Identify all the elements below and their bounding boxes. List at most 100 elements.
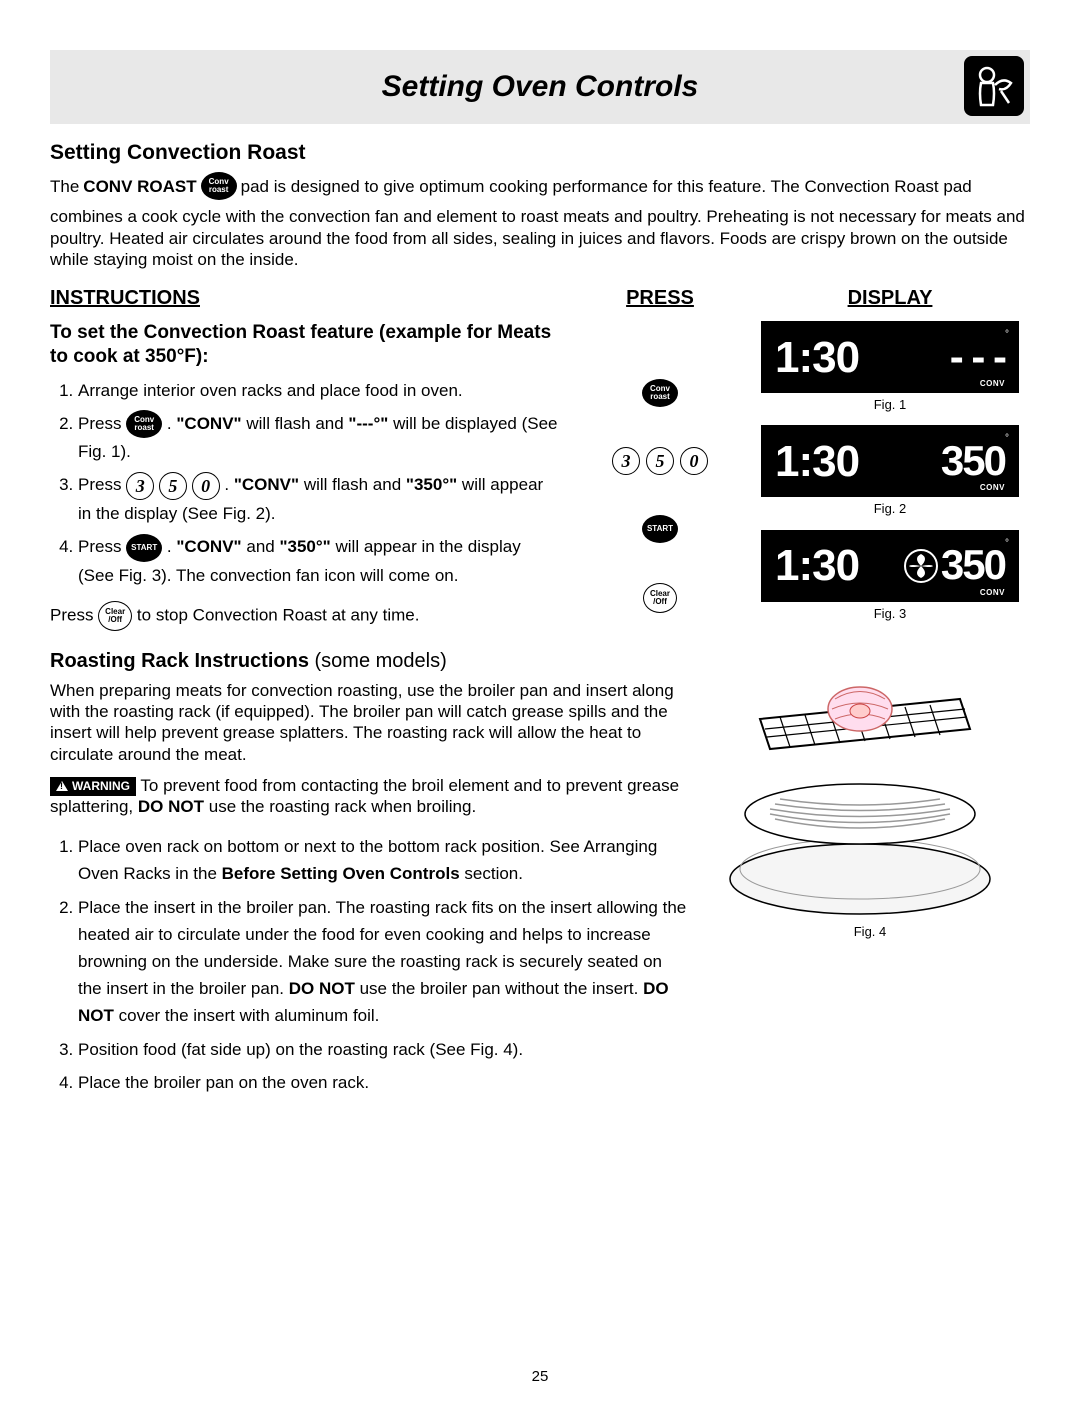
display-temp-1: - - - [950,331,1005,384]
digit-3-icon: 3 [612,447,640,475]
r-s2-c: cover the insert with aluminum foil. [119,1006,380,1025]
step-4: Press START . "CONV" and "350°" will app… [78,533,560,589]
clear-bot: /Off [108,616,122,624]
step-3-b: . [224,475,233,494]
step-2: Press Convroast . "CONV" will flash and … [78,410,560,466]
step-3-bold2: "350°" [406,475,457,494]
press-digits: 3 5 0 [612,447,708,475]
display-time: 1:30 [775,434,859,489]
step-2-c: will flash and [246,414,348,433]
intro-para2: combines a cook cycle with the convectio… [50,206,1030,270]
step-3-bold1: "CONV" [234,475,299,494]
press-clear: Clear /Off [643,583,677,613]
press-start: START [642,515,678,543]
r-s3: Position food (fat side up) on the roast… [78,1040,523,1059]
instruction-steps: Arrange interior oven racks and place fo… [50,377,560,589]
clear-off-icon: Clear /Off [643,583,677,613]
fig-2-caption: Fig. 2 [874,501,907,517]
conv-roast-icon: Convroast [642,379,678,407]
warning-badge: WARNING [50,777,136,796]
roasting-warning: WARNING To prevent food from contacting … [50,775,690,818]
roasting-step-3: Position food (fat side up) on the roast… [78,1036,690,1063]
step-4-a: Press [78,537,126,556]
roasting-title: Roasting Rack Instructions (some models) [50,649,690,674]
digit-3-icon: 3 [126,472,154,500]
r-s1-bold: Before Setting Oven Controls [222,864,460,883]
press-heading: PRESS [570,286,750,311]
roasting-title-light: (some models) [309,650,447,672]
oven-display-2: 1:30 350 ° CONV [761,425,1019,497]
press-conv-roast: Convroast [642,379,678,407]
instructions-subtitle: To set the Convection Roast feature (exa… [50,321,560,369]
display-temp-3: 350 [941,539,1005,592]
section-title: Setting Convection Roast [50,140,1030,166]
conv-roast-icon: Convroast [201,172,237,200]
stop-b: to stop Convection Roast at any time. [137,605,420,624]
step-4-bold2: "350°" [279,537,330,556]
start-icon: START [642,515,678,543]
fig-1-caption: Fig. 1 [874,397,907,413]
step-4-c: and [246,537,279,556]
step-1-text: Arrange interior oven racks and place fo… [78,381,463,400]
conv-label: CONV [980,588,1005,598]
page-number: 25 [50,1368,1030,1387]
intro-after-btn: pad is designed to give optimum cooking … [241,176,972,197]
roasting-step-2: Place the insert in the broiler pan. The… [78,894,690,1030]
step-1: Arrange interior oven racks and place fo… [78,377,560,404]
step-4-b: . [167,537,176,556]
roasting-steps: Place oven rack on bottom or next to the… [50,833,690,1096]
digit-5-icon: 5 [159,472,187,500]
roasting-para1: When preparing meats for convection roas… [50,680,690,765]
display-time: 1:30 [775,330,859,385]
press-column: PRESS Convroast 3 5 0 START Clear /Off [570,286,750,631]
rack-svg [710,659,1010,919]
roasting-section: Roasting Rack Instructions (some models)… [50,649,1030,1108]
header-bar: Setting Oven Controls [50,50,1030,124]
instructions-column: INSTRUCTIONS To set the Convection Roast… [50,286,560,631]
intro-prefix: The [50,176,79,197]
step-3-c: will flash and [304,475,406,494]
digit-5-icon: 5 [646,447,674,475]
start-icon: START [126,534,162,562]
roasting-title-bold: Roasting Rack Instructions [50,650,309,672]
intro-text: The CONV ROAST Convroast pad is designed… [50,172,1030,270]
digit-0-icon: 0 [192,472,220,500]
digit-0-icon: 0 [680,447,708,475]
roasting-step-4: Place the broiler pan on the oven rack. [78,1069,690,1096]
intro-conv-roast-label: CONV ROAST [83,176,196,197]
warning-label: WARNING [72,779,130,794]
fig-4-caption: Fig. 4 [710,924,1030,940]
r-s4: Place the broiler pan on the oven rack. [78,1073,369,1092]
display-heading: DISPLAY [760,286,1020,311]
r-s2-b: use the broiler pan without the insert. [360,979,644,998]
three-column-layout: INSTRUCTIONS To set the Convection Roast… [50,286,1030,631]
r-s2-bold1: DO NOT [289,979,355,998]
oven-display-1: 1:30 - - - ° CONV [761,321,1019,393]
r-s1-b: section. [464,864,523,883]
page-title: Setting Oven Controls [382,68,699,106]
conv-roast-icon: Convroast [126,410,162,438]
step-2-a: Press [78,414,126,433]
warning-text-b: use the roasting rack when broiling. [209,797,476,816]
warning-bold: DO NOT [138,797,204,816]
conv-label: CONV [980,483,1005,493]
degree-icon: ° [1005,433,1009,446]
fig-3-caption: Fig. 3 [874,606,907,622]
step-4-bold1: "CONV" [176,537,241,556]
display-column: DISPLAY 1:30 - - - ° CONV Fig. 1 1:30 35… [760,286,1020,631]
roasting-rack-illustration: Fig. 4 [710,659,1030,1108]
oven-display-3: 1:30 350 ° CONV [761,530,1019,602]
step-3-a: Press [78,475,126,494]
stop-instruction: Press Clear /Off to stop Convection Roas… [50,601,560,631]
instructions-heading: INSTRUCTIONS [50,286,560,311]
stop-a: Press [50,605,98,624]
display-time: 1:30 [775,538,859,593]
step-2-bold1: "CONV" [176,414,241,433]
clear-bot: /Off [653,598,667,606]
conv-label: CONV [980,379,1005,389]
clear-off-icon: Clear /Off [98,601,132,631]
roasting-step-1: Place oven rack on bottom or next to the… [78,833,690,887]
display-temp-2: 350 [941,435,1005,488]
step-2-b: . [167,414,176,433]
step-2-bold2: "---°" [348,414,388,433]
